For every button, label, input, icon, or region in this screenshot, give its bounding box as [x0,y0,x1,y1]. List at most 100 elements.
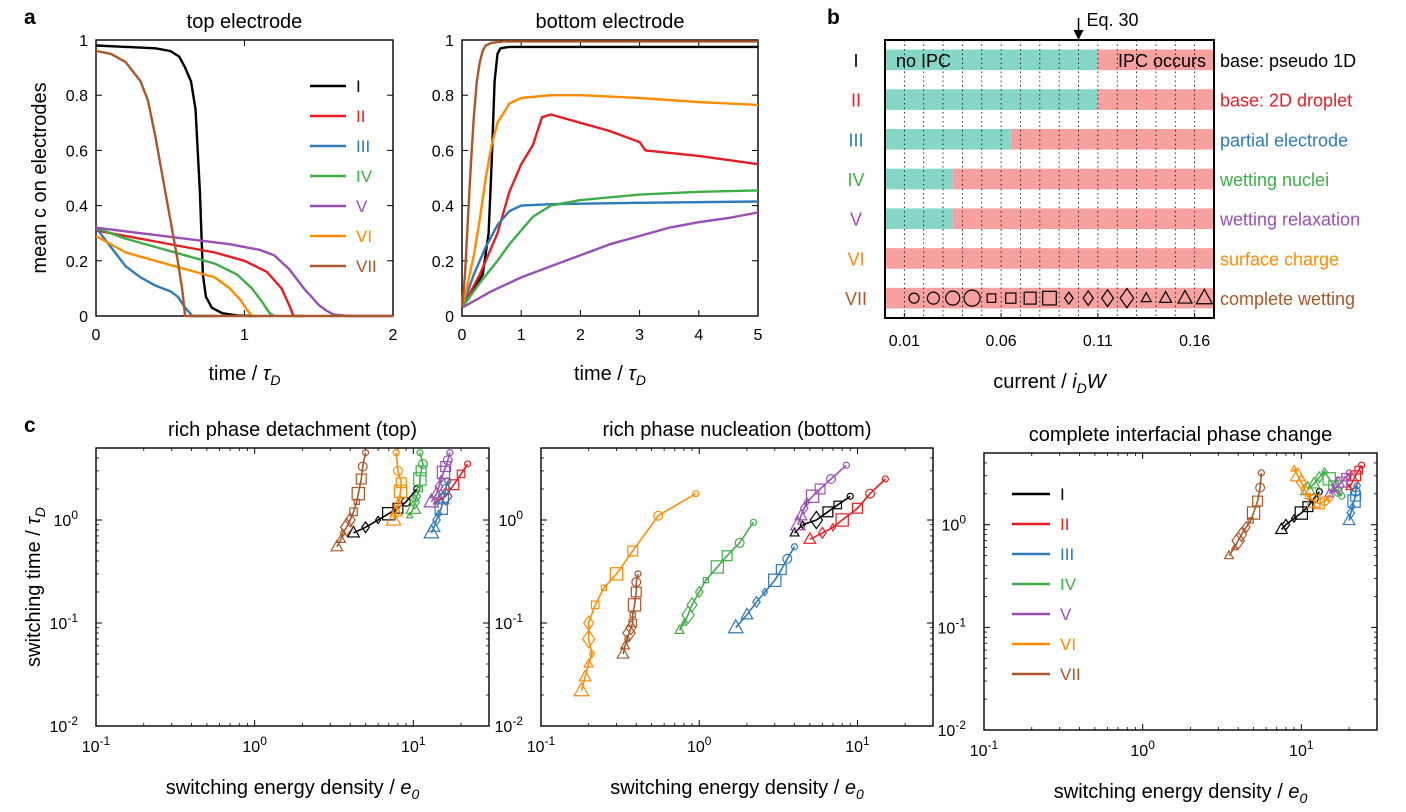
point-IV-triangle [405,499,422,514]
legend-label-III: III [356,137,370,156]
point-IV-circle [1338,492,1346,500]
bar-no-ipc-row-II [885,89,1098,110]
point-VI-circle [392,449,400,457]
point-VII-circle [1255,482,1266,493]
y-tick-label: 10-2 [938,718,967,740]
point-VII-square [351,486,366,501]
point-VI-square [609,567,624,581]
row7-marker-diamond [1119,287,1135,309]
series-line-IV [461,189,759,309]
point-VII-diamond [344,511,356,528]
point-I-square [1294,506,1309,520]
series-line-V [797,464,847,525]
point-VI-circle [1325,494,1333,503]
point-II-square [835,513,849,527]
point-VII-circle [1257,469,1265,477]
series-line-VII [1228,472,1263,557]
point-V-circle [1345,469,1353,477]
x-tick-label: 100 [687,734,712,756]
ipc-occurs-label: IPC occurs [1118,51,1206,71]
point-VI-diamond [1300,483,1310,496]
y-tick-label: 0.4 [432,199,454,216]
x-tick-label: 3 [635,327,644,344]
row7-marker-square [1005,292,1017,304]
x-axis-label: switching energy density / e0 [166,777,420,802]
x-axis-label: time / τD [208,363,280,388]
point-VII-diamond [622,623,636,643]
point-I-square [833,500,843,510]
chart-title: complete interfacial phase change [1029,424,1333,446]
point-VI-triangle [1290,464,1299,472]
x-tick-label: 101 [1289,738,1314,760]
point-VI-triangle [389,504,404,517]
bar-ipc-row-I [1097,49,1214,71]
x-tick-label: 1 [240,327,249,344]
point-V-triangle [794,508,808,521]
series-line-IV [678,521,755,631]
y-tick-label: 0 [445,309,454,326]
y-tick-label: 0.8 [432,88,454,105]
point-III-triangle [427,519,441,532]
point-VII-triangle [335,533,347,543]
point-II-diamond [817,526,827,540]
x-tick-label: 2 [389,327,398,344]
y-tick-label: 0.8 [66,88,88,105]
bar-no-ipc-row-III [885,128,1011,150]
panel-label-c: c [24,414,36,437]
point-VI-square [590,600,600,610]
y-tick-label: 0.4 [66,199,88,216]
series-line-I [460,45,758,309]
bar-ipc-row-VI [885,248,1214,269]
y-axis-label: mean c on electrodes [29,82,51,273]
point-VII-square [628,618,638,628]
point-VII-square [627,598,642,612]
series-line-V [95,226,393,318]
row-desc-I: base: pseudo 1D [1220,51,1356,71]
series-line-I [95,44,252,318]
legend-label-VI: VI [356,227,372,246]
point-VI-square [1313,498,1325,510]
point-V-circle [825,474,836,485]
point-III-square [775,564,787,576]
point-I-diamond [374,515,382,525]
point-VII-diamond [1241,520,1251,534]
point-VI-diamond [582,614,595,631]
legend-label-II: II [356,107,365,126]
point-V-square [436,465,451,480]
point-I-diamond [809,510,824,530]
row-desc-IV: wetting nuclei [1219,170,1329,190]
point-III-square [768,573,782,587]
x-tick-label: 100 [242,734,267,756]
row-label-IV: IV [847,170,864,190]
series-line-II [1348,464,1363,489]
y-tick-label: 100 [499,508,524,530]
point-VI-triangle [578,669,592,682]
x-axis-label: switching energy density / e0 [610,777,864,802]
point-II-circle [1358,461,1366,469]
point-III-diamond [1346,506,1356,520]
point-VI-triangle [573,681,590,697]
point-VI-circle [653,510,664,521]
point-IV-diamond [1314,470,1324,484]
series-line-V [461,211,759,309]
eq30-annotation: Eq. 30 [1087,10,1139,30]
legend-label-I: I [1060,485,1065,504]
series-line-VI [460,94,759,308]
y-tick-label: 10-1 [50,611,79,633]
y-tick-label: 1 [79,33,88,50]
eq30-arrow-head [1073,30,1084,40]
point-VII-square [349,507,358,517]
y-tick-label: 0.6 [66,143,88,160]
legend-label-IV: IV [1060,575,1077,594]
point-VII-square [630,586,642,598]
x-axis-label: switching energy density / e0 [1054,781,1308,806]
point-III-diamond [752,595,761,609]
point-IV-square [702,577,709,584]
chart-title: bottom electrode [536,11,685,33]
x-tick-label: 10-1 [970,738,999,760]
series-line-II [460,113,759,309]
x-tick-label: 0 [92,327,101,344]
point-IV-diamond [412,489,422,503]
